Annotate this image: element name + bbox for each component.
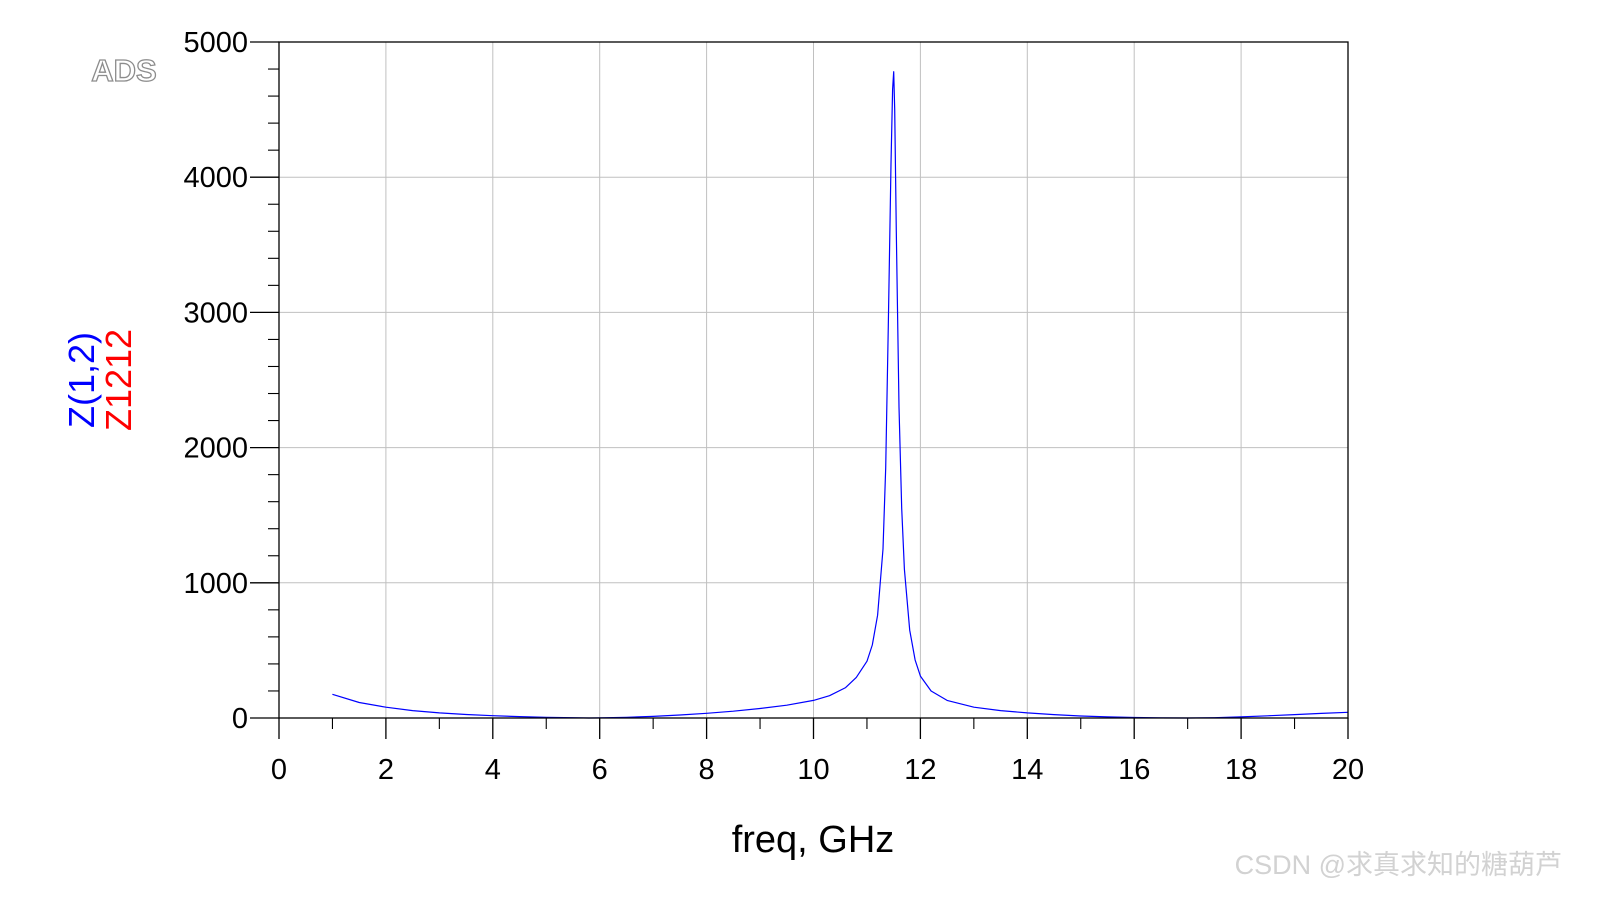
x-tick-label: 18 — [1225, 754, 1257, 786]
plot-frame — [278, 41, 1349, 719]
y-tick-label: 2000 — [183, 433, 248, 465]
series-layer — [332, 71, 1349, 719]
y-tick-labels: 0 1000 2000 3000 4000 5000 — [183, 27, 248, 735]
x-tick-label: 2 — [378, 754, 394, 786]
x-tick-label: 16 — [1118, 754, 1150, 786]
series-line-Z(1,2) — [332, 71, 1349, 719]
csdn-watermark: CSDN @求真求知的糖葫芦 — [1235, 850, 1562, 880]
x-tick-label: 8 — [699, 754, 715, 786]
x-tick-label: 10 — [797, 754, 829, 786]
y-axis-label-series-2: Z1212 — [98, 329, 139, 431]
ads-logo: ADS — [91, 53, 156, 88]
y-tick-label: 3000 — [183, 297, 248, 329]
y-tick-label: 1000 — [183, 568, 248, 600]
y-tick-label: 5000 — [183, 27, 248, 59]
y-tick-label: 4000 — [183, 162, 248, 194]
grid-lines — [279, 42, 1348, 718]
x-tick-label: 12 — [904, 754, 936, 786]
y-axis-label-series-1: Z(1,2) — [61, 332, 102, 428]
x-tick-label: 4 — [485, 754, 501, 786]
x-tick-label: 0 — [271, 754, 287, 786]
x-axis-label: freq, GHz — [732, 819, 895, 861]
x-tick-label: 14 — [1011, 754, 1043, 786]
x-tick-label: 20 — [1332, 754, 1364, 786]
axes — [250, 41, 1349, 739]
y-tick-label: 0 — [232, 703, 248, 735]
x-tick-label: 6 — [592, 754, 608, 786]
x-tick-labels: 0 2 4 6 8 10 12 14 16 18 20 — [271, 754, 1364, 786]
